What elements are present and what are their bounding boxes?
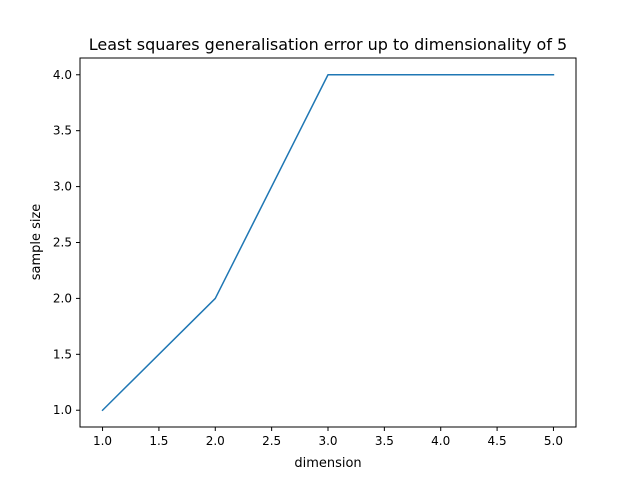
x-tick-label: 5.0: [544, 434, 563, 448]
x-tick-label: 2.0: [206, 434, 225, 448]
x-axis-label: dimension: [294, 456, 361, 471]
y-tick-label: 3.0: [53, 180, 72, 194]
y-axis: 1.0 1.5 2.0 2.5 3.0 3.5 4.0: [53, 68, 80, 417]
series-layer: [101, 74, 555, 412]
x-tick-label: 2.5: [262, 434, 281, 448]
x-tick-label: 1.0: [93, 434, 112, 448]
y-tick-label: 1.5: [53, 347, 72, 361]
y-tick-label: 2.5: [53, 236, 72, 250]
y-axis-label: sample size: [29, 204, 44, 281]
plot-area: [80, 58, 576, 427]
x-tick-label: 1.5: [149, 434, 168, 448]
y-tick-label: 2.0: [53, 291, 72, 305]
x-tick-label: 4.5: [488, 434, 507, 448]
y-tick-label: 4.0: [53, 68, 72, 82]
y-tick-label: 1.0: [53, 403, 72, 417]
x-tick-label: 4.0: [431, 434, 450, 448]
x-tick-label: 3.5: [375, 434, 394, 448]
series-line: [101, 74, 555, 412]
y-tick-label: 3.5: [53, 124, 72, 138]
x-axis: 1.0 1.5 2.0 2.5 3.0 3.5 4.0 4.5 5.0: [93, 427, 563, 448]
chart-title: Least squares generalisation error up to…: [89, 35, 567, 54]
x-tick-label: 3.0: [318, 434, 337, 448]
